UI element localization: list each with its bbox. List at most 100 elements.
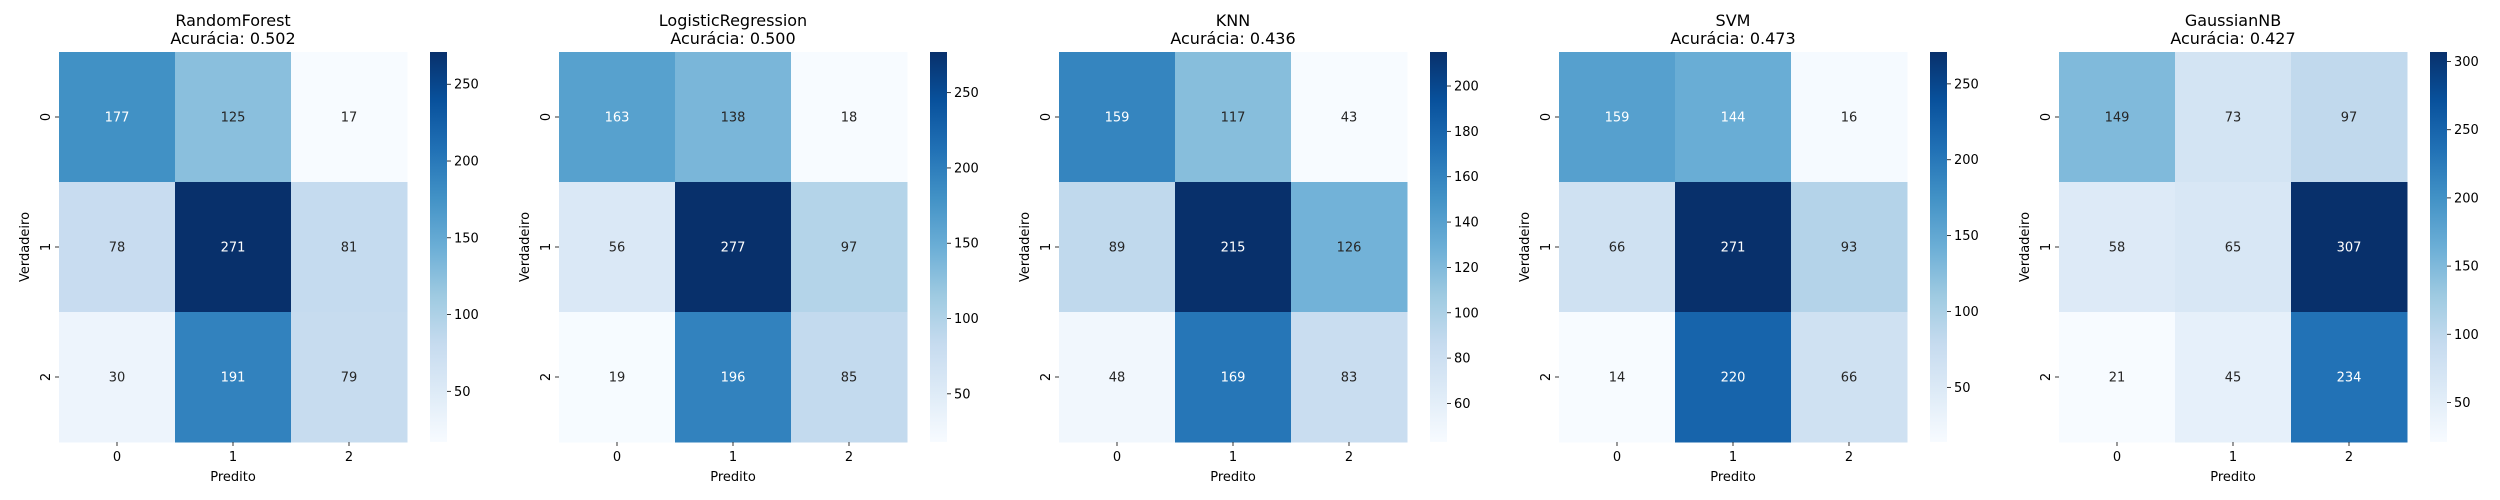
y-tick-label: 2 bbox=[1039, 373, 1054, 381]
cell-value-0-2: 43 bbox=[1341, 111, 1358, 126]
colorbar-tick-label: 200 bbox=[1454, 80, 1479, 95]
cell-value-1-1: 271 bbox=[1721, 241, 1746, 256]
colorbar-tick-label: 100 bbox=[954, 312, 979, 327]
y-tick-label: 2 bbox=[39, 373, 54, 381]
cell-value-0-1: 125 bbox=[221, 111, 246, 126]
chart-title: SVM bbox=[1716, 11, 1751, 30]
heatmap-cell-2-2 bbox=[291, 312, 408, 443]
heatmap-cell-2-1 bbox=[2175, 312, 2292, 443]
x-axis-label: Predito bbox=[2210, 470, 2256, 485]
y-axis-label: Verdadeiro bbox=[1518, 212, 1533, 282]
colorbar-tick-label: 250 bbox=[454, 78, 479, 93]
y-tick-label: 1 bbox=[539, 243, 554, 251]
heatmap-cell-2-1 bbox=[1675, 312, 1792, 443]
colorbar-tick-label: 150 bbox=[454, 231, 479, 246]
heatmap-cell-0-2 bbox=[291, 52, 408, 183]
x-tick-label: 2 bbox=[1845, 450, 1853, 465]
cell-value-1-2: 93 bbox=[1841, 241, 1858, 256]
x-tick-label: 2 bbox=[345, 450, 353, 465]
x-tick-label: 0 bbox=[113, 450, 121, 465]
cell-value-1-2: 307 bbox=[2337, 241, 2362, 256]
cell-value-0-1: 138 bbox=[721, 111, 746, 126]
x-tick-label: 1 bbox=[229, 450, 237, 465]
heatmap-cell-0-0 bbox=[1559, 52, 1676, 183]
cell-value-0-2: 17 bbox=[341, 111, 358, 126]
heatmap-cell-2-0 bbox=[1059, 312, 1176, 443]
colorbar-tick-label: 50 bbox=[1954, 381, 1971, 396]
chart-subtitle: Acurácia: 0.500 bbox=[670, 29, 795, 48]
cell-value-1-1: 277 bbox=[721, 241, 746, 256]
cell-value-1-1: 271 bbox=[221, 241, 246, 256]
x-axis-label: Predito bbox=[1210, 470, 1256, 485]
heatmap-cell-2-2 bbox=[1791, 312, 1908, 443]
cell-value-1-0: 78 bbox=[109, 241, 126, 256]
x-axis-label: Predito bbox=[710, 470, 756, 485]
cell-value-2-0: 30 bbox=[109, 371, 126, 386]
colorbar-tick-label: 150 bbox=[2454, 260, 2479, 275]
cell-value-2-0: 48 bbox=[1109, 371, 1126, 386]
heatmap-cell-1-0 bbox=[2059, 182, 2176, 313]
y-axis-label: Verdadeiro bbox=[2018, 212, 2033, 282]
x-tick-label: 2 bbox=[1345, 450, 1353, 465]
y-axis-label: Verdadeiro bbox=[1018, 212, 1033, 282]
heatmap-cell-2-1 bbox=[675, 312, 792, 443]
cell-value-0-0: 159 bbox=[1105, 111, 1130, 126]
cell-value-1-2: 81 bbox=[341, 241, 358, 256]
x-tick-label: 2 bbox=[2345, 450, 2353, 465]
heatmap-cell-0-2 bbox=[1791, 52, 1908, 183]
x-tick-label: 0 bbox=[1113, 450, 1121, 465]
x-tick-label: 0 bbox=[2113, 450, 2121, 465]
colorbar-tick-label: 140 bbox=[1454, 216, 1479, 231]
heatmap-cell-1-1 bbox=[2175, 182, 2292, 313]
x-tick-label: 1 bbox=[2229, 450, 2237, 465]
heatmap-cell-1-0 bbox=[1059, 182, 1176, 313]
cell-value-2-2: 66 bbox=[1841, 371, 1858, 386]
chart-subtitle: Acurácia: 0.427 bbox=[2170, 29, 2295, 48]
heatmap-cell-2-0 bbox=[2059, 312, 2176, 443]
heatmap-cell-0-0 bbox=[559, 52, 676, 183]
colorbar-tick-label: 160 bbox=[1454, 170, 1479, 185]
heatmap-cell-2-2 bbox=[791, 312, 908, 443]
y-tick-label: 2 bbox=[539, 373, 554, 381]
cell-value-1-0: 56 bbox=[609, 241, 626, 256]
heatmap-cell-1-2 bbox=[2291, 182, 2408, 313]
y-tick-label: 0 bbox=[2039, 113, 2054, 121]
cell-value-2-2: 85 bbox=[841, 371, 858, 386]
colorbar-tick-label: 150 bbox=[954, 237, 979, 252]
colorbar-tick-label: 300 bbox=[2454, 55, 2479, 70]
colorbar-tick-label: 100 bbox=[1454, 306, 1479, 321]
colorbar-tick-label: 100 bbox=[454, 308, 479, 323]
cell-value-2-2: 83 bbox=[1341, 371, 1358, 386]
colorbar-tick-label: 250 bbox=[954, 86, 979, 101]
cell-value-1-2: 97 bbox=[841, 241, 858, 256]
heatmap-cell-0-0 bbox=[2059, 52, 2176, 183]
cell-value-0-0: 159 bbox=[1605, 111, 1630, 126]
colorbar bbox=[430, 52, 447, 442]
heatmap-cell-2-0 bbox=[559, 312, 676, 443]
chart-title: KNN bbox=[1216, 11, 1250, 30]
cell-value-0-2: 97 bbox=[2341, 111, 2358, 126]
cell-value-2-1: 45 bbox=[2225, 371, 2242, 386]
x-tick-label: 1 bbox=[729, 450, 737, 465]
x-tick-label: 0 bbox=[1613, 450, 1621, 465]
colorbar bbox=[2430, 52, 2447, 442]
y-tick-label: 2 bbox=[2039, 373, 2054, 381]
y-tick-label: 2 bbox=[1539, 373, 1554, 381]
y-tick-label: 1 bbox=[1039, 243, 1054, 251]
heatmap-cell-1-1 bbox=[1175, 182, 1292, 313]
heatmap-cell-1-0 bbox=[1559, 182, 1676, 313]
cell-value-1-0: 89 bbox=[1109, 241, 1126, 256]
cell-value-2-0: 19 bbox=[609, 371, 626, 386]
colorbar-tick-label: 200 bbox=[2454, 191, 2479, 206]
colorbar-tick-label: 120 bbox=[1454, 261, 1479, 276]
colorbar-tick-label: 100 bbox=[1954, 305, 1979, 320]
cell-value-2-2: 234 bbox=[2337, 371, 2362, 386]
heatmap-cell-0-0 bbox=[1059, 52, 1176, 183]
heatmap-cell-0-0 bbox=[59, 52, 176, 183]
cell-value-0-1: 73 bbox=[2225, 111, 2242, 126]
cell-value-2-1: 169 bbox=[1221, 371, 1246, 386]
colorbar-tick-label: 80 bbox=[1454, 352, 1471, 367]
cell-value-1-1: 215 bbox=[1221, 241, 1246, 256]
chart-subtitle: Acurácia: 0.502 bbox=[170, 29, 295, 48]
